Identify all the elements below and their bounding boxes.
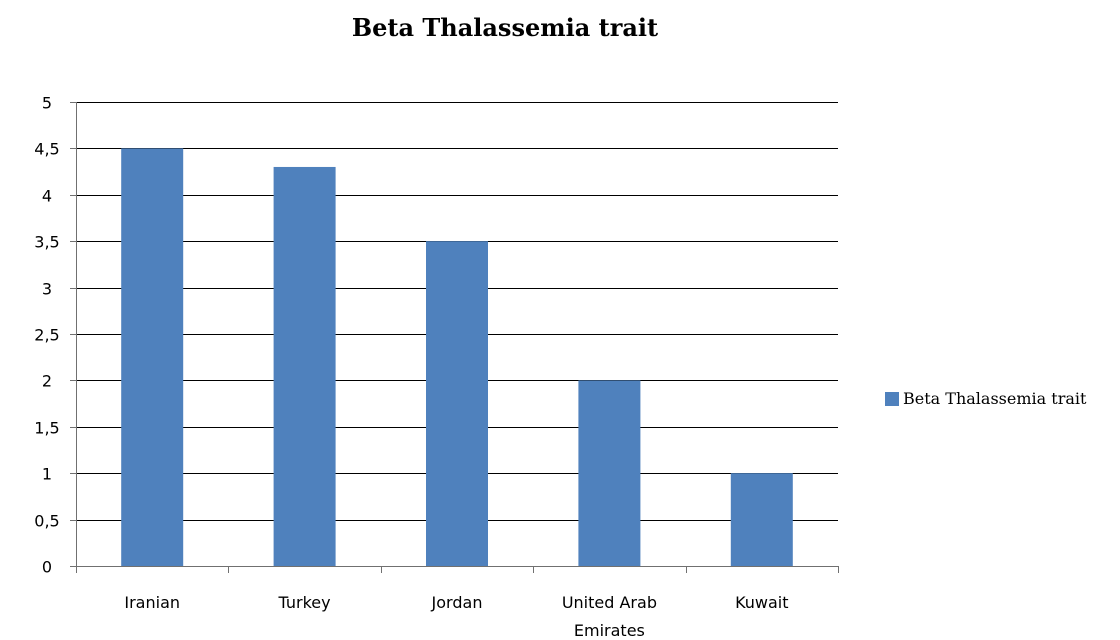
- x-tick-label: United Arab Emirates: [562, 593, 657, 640]
- x-tick-label: Iranian: [124, 593, 180, 612]
- y-tick-label: 0: [42, 558, 52, 577]
- bar: [730, 473, 793, 566]
- chart-title: Beta Thalassemia trait: [352, 13, 658, 42]
- bars: [121, 148, 793, 566]
- y-tick-label: 2,5: [34, 326, 59, 345]
- y-tick-label: 2: [42, 372, 52, 391]
- y-tick-label: 3,5: [34, 233, 59, 252]
- bar: [273, 166, 336, 566]
- bar: [578, 380, 641, 566]
- y-tick-label: 0,5: [34, 512, 59, 531]
- y-tick-label: 4: [42, 187, 52, 206]
- x-tick-label: Kuwait: [735, 593, 788, 612]
- y-tick-label: 4,5: [34, 140, 59, 159]
- y-tick-label: 1: [42, 465, 52, 484]
- x-axis: Iranian Turkey Jordan United Arab Emirates Ku…: [76, 566, 839, 640]
- bar: [426, 241, 488, 566]
- legend-swatch: [885, 392, 899, 406]
- x-tick-label: Jordan: [431, 593, 483, 612]
- y-axis: 0 0,5 1 1,5 2 2,5 3 3,5 4 4,5 5: [34, 94, 77, 577]
- legend: Beta Thalassemia trait: [885, 389, 1087, 408]
- y-tick-label: 3: [42, 280, 52, 299]
- x-tick-label: Turkey: [278, 593, 331, 612]
- y-tick-label: 1,5: [34, 419, 59, 438]
- legend-label: Beta Thalassemia trait: [903, 389, 1087, 408]
- bar: [121, 148, 184, 566]
- y-tick-label: 5: [42, 94, 52, 113]
